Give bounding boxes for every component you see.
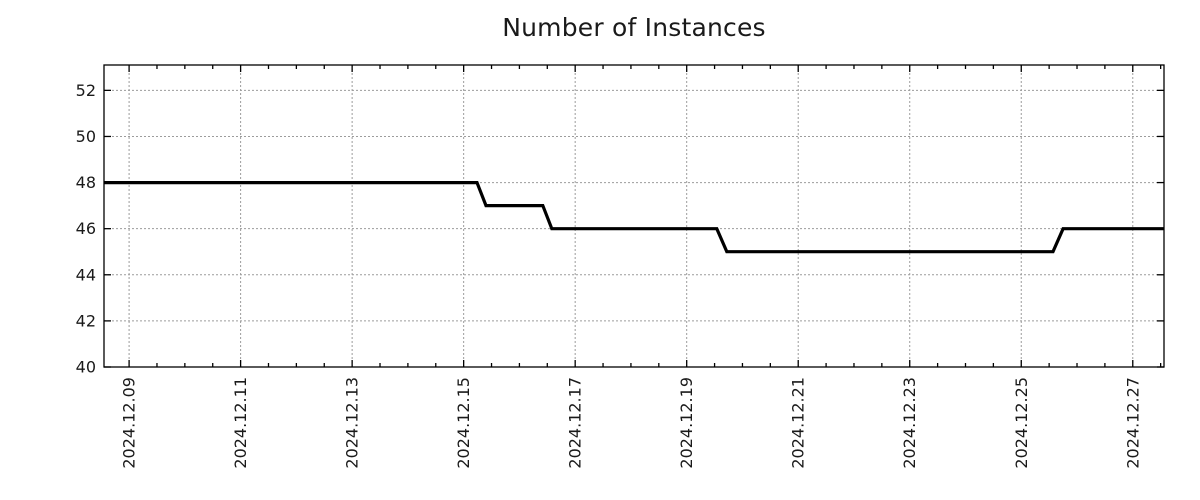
y-tick-label: 52 xyxy=(76,81,96,100)
x-tick-label: 2024.12.19 xyxy=(677,377,696,469)
y-tick-label: 44 xyxy=(76,265,96,284)
y-tick-label: 50 xyxy=(76,127,96,146)
x-tick-label: 2024.12.27 xyxy=(1123,377,1142,469)
x-tick-label: 2024.12.25 xyxy=(1012,377,1031,469)
x-tick-label: 2024.12.13 xyxy=(343,377,362,469)
plot-border xyxy=(103,64,1165,368)
x-tick-label: 2024.12.17 xyxy=(566,377,585,469)
y-tick-label: 40 xyxy=(76,358,96,377)
x-tick-label: 2024.12.11 xyxy=(231,377,250,469)
chart-title: Number of Instances xyxy=(502,13,766,42)
x-tick-label: 2024.12.15 xyxy=(454,377,473,469)
y-tick-label: 48 xyxy=(76,173,96,192)
y-tick-label: 46 xyxy=(76,219,96,238)
series-line-instances xyxy=(104,181,1164,254)
x-tick-label: 2024.12.21 xyxy=(789,377,808,469)
x-tick-label: 2024.12.09 xyxy=(120,377,139,469)
y-tick-label: 42 xyxy=(76,311,96,330)
x-tick-label: 2024.12.23 xyxy=(900,377,919,469)
